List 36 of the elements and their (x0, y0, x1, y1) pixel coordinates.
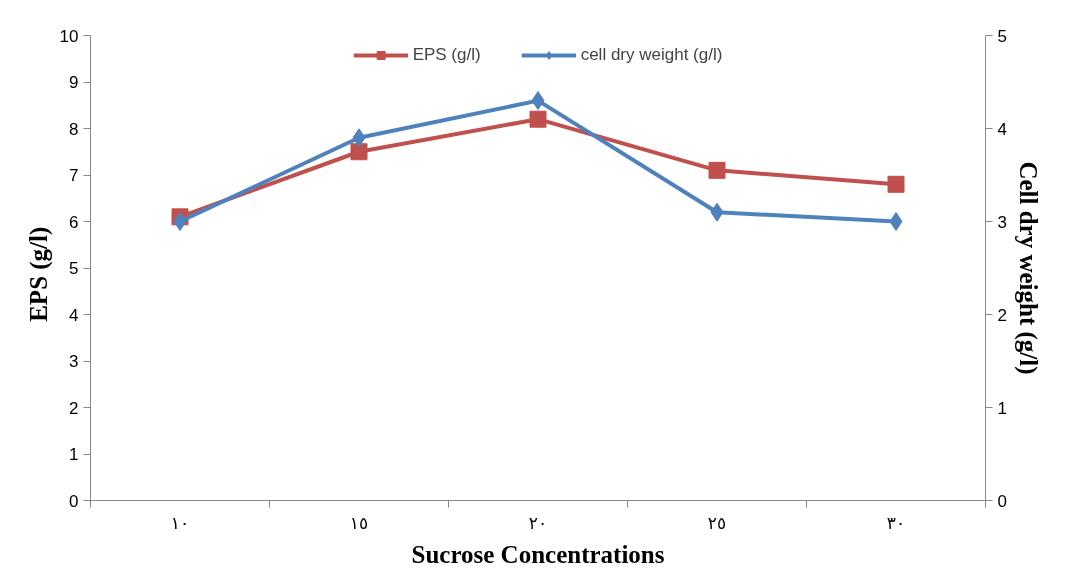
legend-label: cell dry weight (g/l) (580, 45, 723, 65)
y2-tick-label: 5 (997, 26, 1007, 46)
y-tick-label: 4 (69, 305, 79, 325)
point (531, 91, 545, 111)
y-tick-label: 1 (69, 445, 79, 464)
y-tick-label: 6 (69, 212, 79, 232)
y-tick-label: 10 (59, 26, 79, 46)
point (352, 128, 366, 148)
point (708, 161, 726, 179)
x-tick-label: ٣٠ (886, 512, 906, 533)
x-axis-title: Sucrose Concentrations (411, 540, 665, 568)
y-tick-label: 2 (69, 398, 79, 418)
point (350, 143, 368, 161)
y2-tick-label: 4 (997, 119, 1007, 139)
point (887, 175, 905, 193)
y-tick-label: 3 (69, 352, 79, 371)
y2-axis-title: Cell dry weight (g/l) (1013, 161, 1042, 375)
y2-tick-label: 3 (997, 212, 1007, 232)
y2-tick-label: 0 (997, 491, 1007, 511)
y-tick-label: 8 (69, 119, 79, 139)
y-tick-label: 9 (69, 73, 79, 92)
point (173, 212, 187, 231)
x-tick-label: ١٥ (349, 512, 369, 533)
legend-label: EPS (g/l) (412, 45, 481, 65)
y2-tick-label: 2 (997, 305, 1007, 325)
x-tick-label: ٢٠ (528, 512, 548, 533)
y-tick-label: 5 (69, 259, 79, 278)
point (710, 202, 724, 222)
x-tick-label: ١٠ (170, 512, 190, 533)
x-tick-label: ٢٥ (707, 512, 727, 533)
point (889, 212, 903, 231)
y-tick-label: 7 (69, 166, 79, 185)
point (529, 110, 547, 128)
y-axis-title: EPS (g/l) (24, 226, 53, 322)
y2-tick-label: 1 (997, 398, 1007, 418)
y-tick-label: 0 (69, 491, 79, 511)
